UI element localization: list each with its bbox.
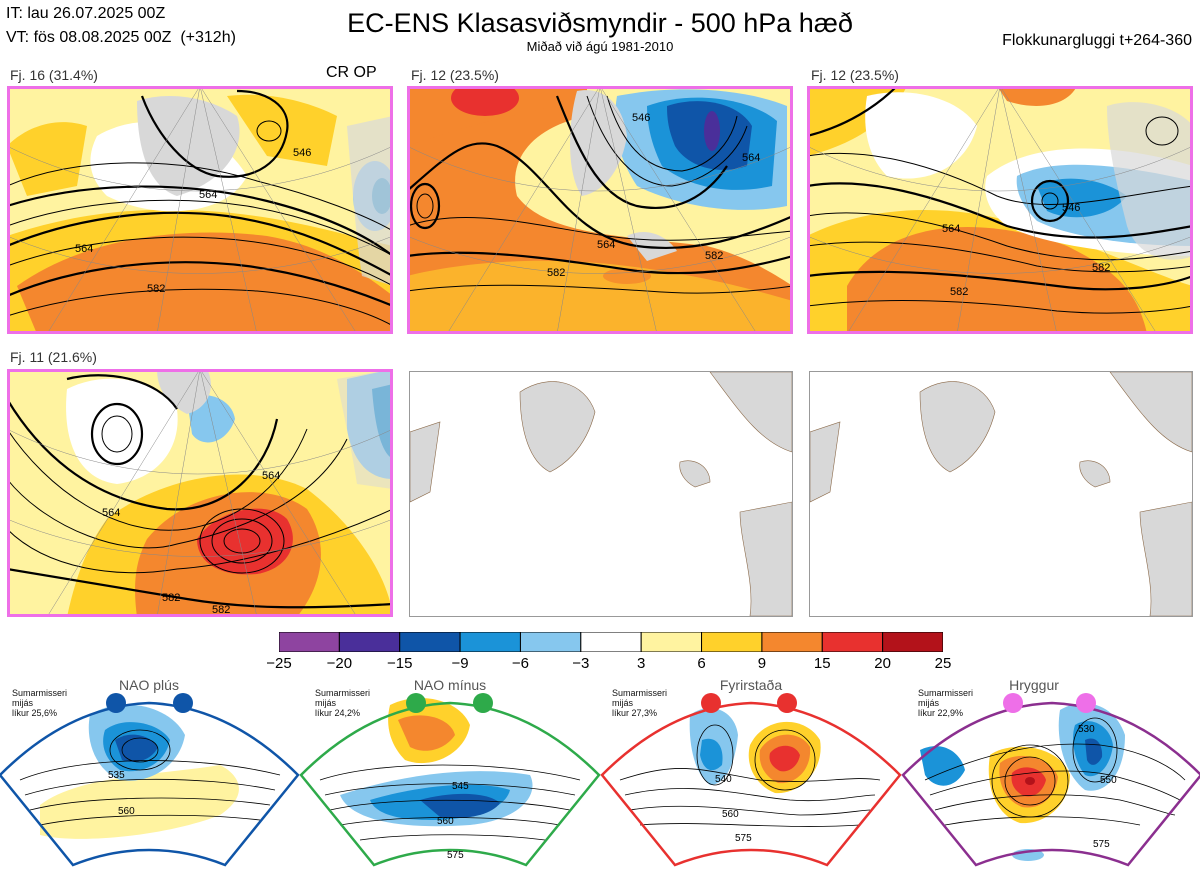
regime-dot <box>406 693 426 713</box>
colorbar-tick-label: 6 <box>697 655 706 672</box>
regime-fan-nao-minus: 545 560 575 <box>299 697 601 867</box>
contour-label: 582 <box>705 250 723 262</box>
contour-label: 564 <box>199 189 217 201</box>
panel-2-label: Fj. 12 (23.5%) <box>411 67 499 83</box>
regime-contour-label: 560 <box>437 816 454 827</box>
panel-1-label: Fj. 16 (31.4%) <box>10 67 98 83</box>
regime-contour-label: 560 <box>722 809 739 820</box>
regime-dot <box>106 693 126 713</box>
cluster-map-3: 564 582 546 582 <box>807 86 1193 334</box>
regime-contour-label: 575 <box>447 850 464 861</box>
classification-window: Flokkunargluggi t+264-360 <box>1002 32 1192 49</box>
contour-label: 564 <box>102 507 120 519</box>
regime-fan-nao-plus: 535 560 <box>0 701 300 867</box>
regime-fan-blocking: 540 560 575 <box>600 701 902 867</box>
colorbar-swatch <box>459 632 521 652</box>
contour-label: 564 <box>742 152 760 164</box>
contour-label: 582 <box>950 286 968 298</box>
page-title: EC-ENS Klasasviðsmyndir - 500 hPa hæð <box>347 8 853 38</box>
contour-label: 564 <box>597 239 615 251</box>
colorbar-tick-label: 15 <box>813 655 831 672</box>
regime-contour-label: 530 <box>1078 724 1095 735</box>
colorbar-swatch <box>701 632 763 652</box>
regime-title-nao-plus: NAO plús <box>119 677 179 693</box>
regime-contour-label: 575 <box>735 833 752 844</box>
contour-label: 546 <box>1062 202 1080 214</box>
colorbar-swatch <box>761 632 823 652</box>
colorbar-tick-label: −6 <box>511 655 529 672</box>
contour-label: 564 <box>75 243 93 255</box>
regime-contour-label: 540 <box>715 774 732 785</box>
colorbar-tick-label: 3 <box>637 655 646 672</box>
regime-dot <box>473 693 493 713</box>
regime-dot <box>701 693 721 713</box>
colorbar-tick-label: −15 <box>386 655 413 672</box>
panel-3-label: Fj. 12 (23.5%) <box>811 67 899 83</box>
cluster-map-1: 564 582 546 564 <box>7 86 393 334</box>
regime-contour-label: 535 <box>108 770 125 781</box>
colorbar-tick-label: 9 <box>757 655 767 672</box>
regime-fans: 535 560 545 560 575 540 <box>0 697 1200 867</box>
init-time: IT: lau 26.07.2025 00Z <box>6 5 166 22</box>
regime-fan-ridge: 530 550 575 <box>901 701 1200 867</box>
panel-4-label: Fj. 11 (21.6%) <box>10 349 97 365</box>
colorbar-swatch <box>640 632 703 652</box>
contour-label: 546 <box>632 112 650 124</box>
regime-info-nao-plus: Sumarmisseri mijás líkur 25,6% <box>12 688 68 718</box>
empty-map-1 <box>409 371 793 617</box>
empty-map-2 <box>809 371 1193 617</box>
colorbar-swatch <box>399 632 461 652</box>
regime-dot <box>1003 693 1023 713</box>
regime-contour-label: 545 <box>452 781 469 792</box>
colorbar-swatch <box>519 632 582 652</box>
contour-label: 582 <box>1092 262 1110 274</box>
regime-dot <box>1076 693 1096 713</box>
contour-label: 546 <box>293 147 311 159</box>
regime-info-blocking: Sumarmisseri mijás líkur 27,3% <box>612 688 668 718</box>
colorbar-swatch <box>279 632 340 652</box>
colorbar-swatch <box>821 632 884 652</box>
regime-title-blocking: Fyrirstaða <box>719 677 783 693</box>
contour-label: 564 <box>942 223 960 235</box>
page-subtitle: Miðað við ágú 1981-2010 <box>526 39 674 54</box>
contour-label: 582 <box>147 283 165 295</box>
contour-label: 564 <box>262 470 280 482</box>
regime-contour-label: 575 <box>1093 839 1110 850</box>
cluster-map-4: 564 564 582 582 <box>7 369 393 617</box>
regime-dot <box>173 693 193 713</box>
valid-time: VT: fös 08.08.2025 00Z (+312h) <box>6 29 236 46</box>
panel-1-extra-label: CR OP <box>326 64 377 81</box>
regime-info-nao-minus: Sumarmisseri mijás líkur 24,2% <box>315 688 371 718</box>
regime-contour-label: 560 <box>118 806 135 817</box>
colorbar-tick-label: 20 <box>874 655 891 672</box>
colorbar-swatch <box>580 632 642 652</box>
contour-label: 582 <box>162 592 180 604</box>
regime-contour-label: 550 <box>1100 775 1117 786</box>
colorbar-swatch <box>882 632 943 652</box>
contour-label: 582 <box>212 604 230 616</box>
colorbar-swatch <box>338 632 401 652</box>
colorbar-tick-label: 25 <box>934 655 952 672</box>
colorbar-tick-label: −9 <box>451 655 469 672</box>
regime-info-ridge: Sumarmisseri mijás líkur 22,9% <box>918 688 974 718</box>
regime-dot <box>777 693 797 713</box>
contour-label: 582 <box>547 267 565 279</box>
colorbar <box>279 632 943 652</box>
regime-title-nao-minus: NAO mínus <box>413 677 487 693</box>
cluster-map-2: 564 582 546 564 582 <box>407 86 793 334</box>
colorbar-tick-label: −25 <box>266 655 292 672</box>
colorbar-tick-label: −3 <box>572 655 590 672</box>
colorbar-tick-label: −20 <box>326 655 353 672</box>
regime-title-ridge: Hryggur <box>1009 677 1059 693</box>
